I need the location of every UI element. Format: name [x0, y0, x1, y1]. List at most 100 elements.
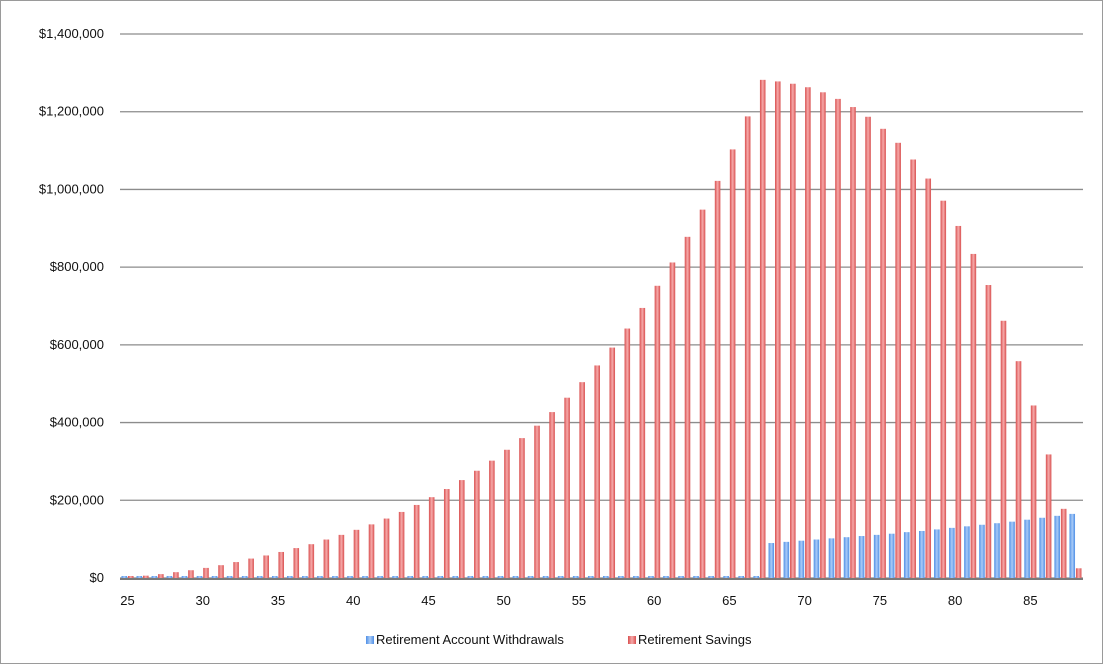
- bar-withdrawals-54: [557, 576, 564, 578]
- bar-withdrawals-41: [362, 576, 368, 578]
- x-tick-label: 30: [196, 593, 210, 608]
- bar-withdrawals-50: [497, 576, 504, 578]
- y-tick-label: $400,000: [50, 415, 104, 430]
- bar-withdrawals-53: [542, 576, 549, 578]
- x-tick-label: 50: [496, 593, 510, 608]
- bar-savings-55: [579, 382, 585, 578]
- bar-savings-79: [940, 200, 947, 578]
- bar-savings-83: [1000, 320, 1007, 578]
- bar-withdrawals-88: [1069, 513, 1076, 578]
- bar-withdrawals-67: [753, 576, 760, 578]
- bar-savings-48: [474, 470, 480, 578]
- bar-savings-43: [398, 511, 405, 578]
- bar-savings-49: [489, 460, 495, 578]
- x-tick-label: 55: [572, 593, 586, 608]
- bar-savings-34: [263, 555, 269, 578]
- legend-swatch: [366, 636, 374, 644]
- bar-savings-63: [699, 209, 706, 578]
- bar-savings-64: [714, 180, 721, 578]
- bar-withdrawals-35: [271, 576, 278, 578]
- bar-withdrawals-37: [302, 576, 308, 578]
- bar-savings-44: [413, 504, 420, 578]
- bar-savings-39: [338, 534, 345, 578]
- bar-savings-78: [925, 178, 932, 579]
- bar-withdrawals-31: [211, 576, 218, 578]
- bar-savings-35: [278, 551, 285, 578]
- bar-withdrawals-56: [587, 576, 594, 578]
- bar-savings-47: [459, 480, 465, 578]
- bars: [121, 79, 1082, 579]
- bar-withdrawals-40: [347, 576, 353, 578]
- bar-savings-62: [684, 236, 691, 578]
- bar-savings-46: [443, 489, 450, 578]
- bar-savings-61: [669, 262, 676, 578]
- bar-savings-50: [504, 449, 510, 578]
- bar-withdrawals-83: [994, 523, 1000, 578]
- x-tick-label: 85: [1023, 593, 1037, 608]
- bar-withdrawals-62: [678, 576, 684, 578]
- x-tick-label: 80: [948, 593, 962, 608]
- bar-withdrawals-32: [226, 576, 233, 578]
- bar-withdrawals-55: [572, 576, 579, 578]
- x-tick-label: 45: [421, 593, 435, 608]
- bar-withdrawals-72: [828, 538, 835, 578]
- bar-withdrawals-45: [422, 576, 429, 578]
- x-tick-label: 60: [647, 593, 661, 608]
- bar-withdrawals-71: [813, 539, 820, 578]
- y-tick-label: $200,000: [50, 492, 104, 507]
- bar-withdrawals-84: [1009, 521, 1015, 578]
- bar-savings-85: [1030, 405, 1037, 578]
- bar-withdrawals-27: [151, 576, 158, 578]
- bar-savings-52: [534, 425, 540, 578]
- bar-savings-31: [218, 565, 224, 578]
- bar-savings-76: [895, 142, 901, 579]
- legend-label: Retirement Account Withdrawals: [376, 632, 564, 647]
- bar-savings-38: [323, 539, 330, 578]
- bar-savings-71: [820, 92, 826, 578]
- bar-savings-29: [188, 570, 194, 578]
- bar-savings-53: [549, 412, 555, 578]
- bar-withdrawals-77: [903, 532, 910, 578]
- bar-withdrawals-87: [1054, 515, 1060, 578]
- bar-withdrawals-25: [121, 576, 128, 578]
- bar-savings-51: [519, 438, 525, 578]
- bar-withdrawals-49: [482, 576, 489, 578]
- bar-savings-84: [1015, 361, 1022, 578]
- bar-savings-66: [744, 116, 751, 578]
- bar-savings-87: [1060, 508, 1067, 578]
- bar-withdrawals-79: [934, 529, 940, 578]
- y-tick-label: $0: [90, 570, 104, 585]
- bar-savings-86: [1045, 454, 1052, 578]
- bar-savings-88: [1075, 568, 1082, 578]
- bar-withdrawals-60: [648, 576, 654, 578]
- x-tick-label: 75: [873, 593, 887, 608]
- bar-withdrawals-34: [256, 576, 263, 578]
- bar-savings-42: [383, 518, 390, 578]
- bar-withdrawals-81: [964, 526, 970, 578]
- x-tick-label: 25: [120, 593, 134, 608]
- bar-savings-77: [910, 159, 916, 578]
- x-tick-label: 70: [797, 593, 811, 608]
- x-tick-label: 65: [722, 593, 736, 608]
- bar-withdrawals-69: [783, 541, 790, 578]
- bar-savings-73: [850, 107, 856, 579]
- bar-withdrawals-61: [663, 576, 669, 578]
- bar-savings-80: [955, 225, 962, 578]
- y-tick-label: $1,000,000: [39, 181, 104, 196]
- bar-savings-27: [158, 574, 164, 578]
- y-tick-label: $800,000: [50, 259, 104, 274]
- bar-savings-58: [624, 328, 631, 578]
- legend-swatch: [628, 636, 636, 644]
- bar-savings-25: [127, 576, 134, 578]
- gridlines: [120, 33, 1083, 580]
- bar-withdrawals-64: [708, 576, 714, 578]
- bar-withdrawals-73: [843, 537, 850, 578]
- bar-withdrawals-39: [332, 576, 338, 578]
- y-axis-tick-labels: $0 $200,000 $400,000 $600,000 $800,000 $1,000…: [39, 26, 104, 585]
- bar-withdrawals-52: [527, 576, 534, 578]
- bar-savings-30: [203, 567, 209, 578]
- bar-savings-81: [970, 253, 977, 578]
- bar-savings-72: [835, 98, 841, 578]
- bar-savings-82: [985, 285, 992, 578]
- bar-withdrawals-59: [633, 576, 639, 578]
